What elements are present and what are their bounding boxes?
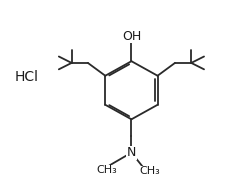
Text: CH₃: CH₃ — [97, 165, 118, 175]
Text: OH: OH — [122, 30, 141, 43]
Text: HCl: HCl — [15, 70, 39, 84]
Text: CH₃: CH₃ — [140, 166, 160, 176]
Text: N: N — [127, 146, 136, 159]
